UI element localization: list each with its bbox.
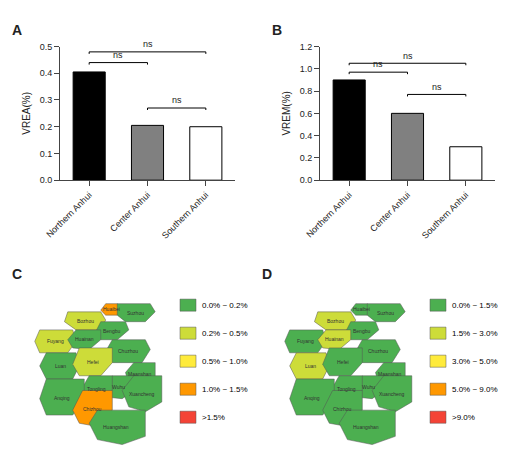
svg-text:0.4: 0.4	[300, 131, 313, 141]
svg-text:Chizhou: Chizhou	[83, 406, 102, 412]
svg-text:0.2: 0.2	[40, 122, 53, 132]
svg-text:0.5: 0.5	[40, 42, 53, 52]
svg-text:Anqing: Anqing	[54, 395, 70, 401]
svg-text:0.2: 0.2	[300, 153, 313, 163]
svg-text:1.2: 1.2	[300, 42, 313, 52]
svg-text:Bengbu: Bengbu	[353, 328, 370, 334]
svg-text:Huainan: Huainan	[75, 336, 94, 342]
svg-text:Suzhou: Suzhou	[377, 310, 394, 316]
svg-text:VREA(%): VREA(%)	[21, 92, 32, 135]
svg-text:0.4: 0.4	[40, 68, 53, 78]
svg-text:1.0% ~ 1.5%: 1.0% ~ 1.5%	[202, 385, 248, 394]
svg-text:Northern Anhui: Northern Anhui	[304, 190, 354, 240]
svg-text:Chuzhou: Chuzhou	[368, 348, 388, 354]
svg-text:Wuhu: Wuhu	[362, 384, 375, 390]
svg-text:Fuyang: Fuyang	[297, 338, 314, 344]
svg-text:ns: ns	[143, 39, 153, 49]
svg-text:>1.5%: >1.5%	[202, 413, 225, 422]
svg-text:Maanshan: Maanshan	[378, 371, 402, 377]
svg-text:Tongling: Tongling	[87, 386, 106, 392]
svg-text:5.0% ~ 9.0%: 5.0% ~ 9.0%	[452, 385, 498, 394]
svg-text:VREM(%): VREM(%)	[281, 91, 292, 135]
svg-text:ns: ns	[113, 50, 123, 60]
svg-text:Southern Anhui: Southern Anhui	[420, 190, 471, 241]
svg-text:Chuzhou: Chuzhou	[118, 348, 138, 354]
svg-text:Huangshan: Huangshan	[353, 424, 379, 430]
svg-text:0.2% ~ 0.5%: 0.2% ~ 0.5%	[202, 329, 248, 338]
svg-text:0.0% ~ 1.5%: 0.0% ~ 1.5%	[452, 301, 498, 310]
svg-text:ns: ns	[172, 95, 182, 105]
svg-text:ns: ns	[373, 59, 383, 69]
svg-text:0.1: 0.1	[40, 149, 53, 159]
svg-text:0.3: 0.3	[40, 95, 53, 105]
svg-text:Tongling: Tongling	[337, 386, 356, 392]
svg-text:Xuancheng: Xuancheng	[129, 391, 155, 397]
svg-text:1.0: 1.0	[300, 64, 313, 74]
svg-text:Bozhou: Bozhou	[327, 318, 344, 324]
svg-text:Anqing: Anqing	[304, 395, 320, 401]
svg-text:Southern Anhui: Southern Anhui	[160, 190, 211, 241]
svg-text:A: A	[12, 22, 22, 38]
svg-text:0.6: 0.6	[300, 109, 313, 119]
svg-text:Huangshan: Huangshan	[103, 424, 129, 430]
svg-text:>9.0%: >9.0%	[452, 413, 475, 422]
svg-text:0.0: 0.0	[300, 175, 313, 185]
svg-text:0.8: 0.8	[300, 86, 313, 96]
svg-text:Hefei: Hefei	[337, 359, 349, 365]
svg-text:Northern Anhui: Northern Anhui	[44, 190, 94, 240]
svg-text:Huaibei: Huaibei	[103, 306, 120, 312]
svg-text:3.0% ~ 5.0%: 3.0% ~ 5.0%	[452, 357, 498, 366]
svg-text:B: B	[272, 22, 282, 38]
svg-text:Center Anhui: Center Anhui	[368, 190, 412, 234]
svg-text:1.5% ~ 3.0%: 1.5% ~ 3.0%	[452, 329, 498, 338]
svg-text:ns: ns	[432, 82, 442, 92]
svg-text:Luan: Luan	[55, 363, 66, 369]
svg-text:Fuyang: Fuyang	[47, 338, 64, 344]
svg-text:0.0% ~ 0.2%: 0.0% ~ 0.2%	[202, 301, 248, 310]
svg-text:Maanshan: Maanshan	[128, 371, 152, 377]
svg-text:Suzhou: Suzhou	[127, 310, 144, 316]
svg-text:Huaibei: Huaibei	[353, 306, 370, 312]
svg-text:Center Anhui: Center Anhui	[108, 190, 152, 234]
svg-text:Huainan: Huainan	[325, 336, 344, 342]
svg-text:Hefei: Hefei	[87, 359, 99, 365]
svg-text:Bozhou: Bozhou	[77, 318, 94, 324]
svg-text:Luan: Luan	[305, 363, 316, 369]
svg-text:ns: ns	[403, 51, 413, 61]
svg-text:Bengbu: Bengbu	[103, 328, 120, 334]
svg-text:Wuhu: Wuhu	[112, 384, 125, 390]
svg-text:D: D	[262, 266, 272, 282]
svg-text:C: C	[12, 266, 22, 282]
svg-text:0.5% ~ 1.0%: 0.5% ~ 1.0%	[202, 357, 248, 366]
svg-text:0.0: 0.0	[40, 175, 53, 185]
svg-text:Xuancheng: Xuancheng	[379, 391, 405, 397]
svg-text:Chizhou: Chizhou	[333, 406, 352, 412]
